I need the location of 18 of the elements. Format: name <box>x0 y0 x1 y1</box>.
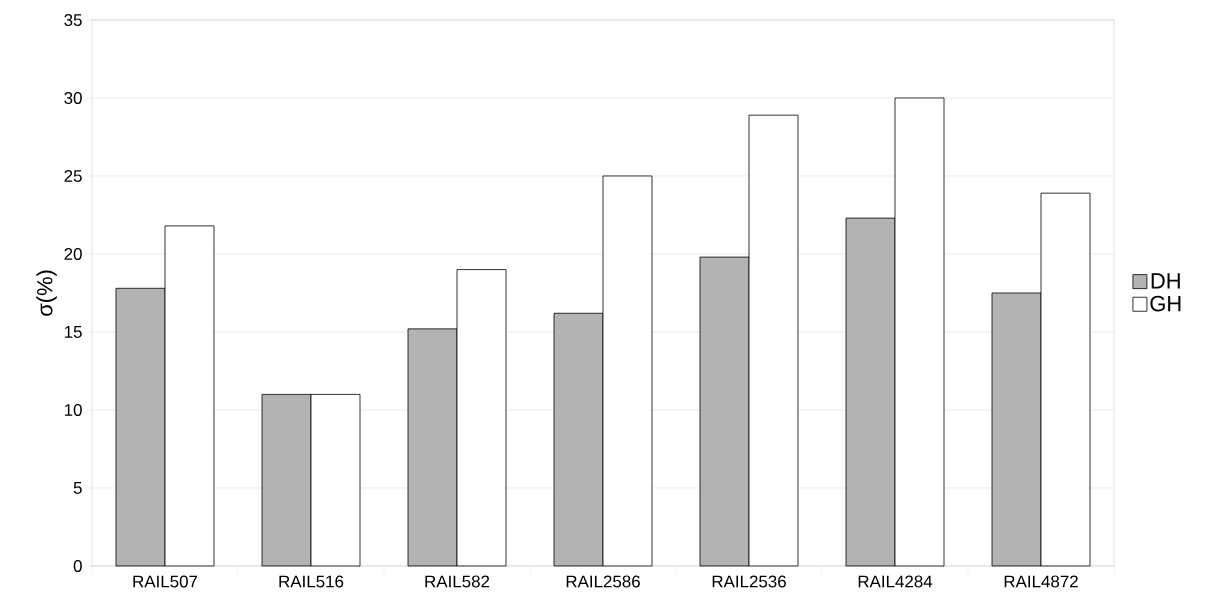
x-tick-label: RAIL582 <box>425 575 490 588</box>
x-tick-label: RAIL516 <box>279 575 344 588</box>
y-tick-label: 5 <box>73 482 82 494</box>
x-tick-label: RAIL507 <box>133 575 198 588</box>
x-tick-label: RAIL2536 <box>712 575 786 588</box>
y-tick-label: 15 <box>64 326 82 338</box>
legend-label: GH <box>1150 295 1181 312</box>
y-tick-label: 0 <box>73 559 82 572</box>
legend-label: DH <box>1151 273 1180 289</box>
y-axis-title: σ(%) <box>36 270 57 316</box>
y-tick-label: 30 <box>64 91 82 104</box>
y-tick-label: 20 <box>64 247 82 260</box>
x-tick-label: RAIL2586 <box>566 575 640 588</box>
y-tick-label: 35 <box>64 13 82 26</box>
y-tick-label: 10 <box>64 403 82 416</box>
x-tick-label: RAIL4872 <box>1004 575 1078 588</box>
x-tick-label: RAIL4284 <box>858 575 933 588</box>
y-tick-label: 25 <box>64 169 82 182</box>
